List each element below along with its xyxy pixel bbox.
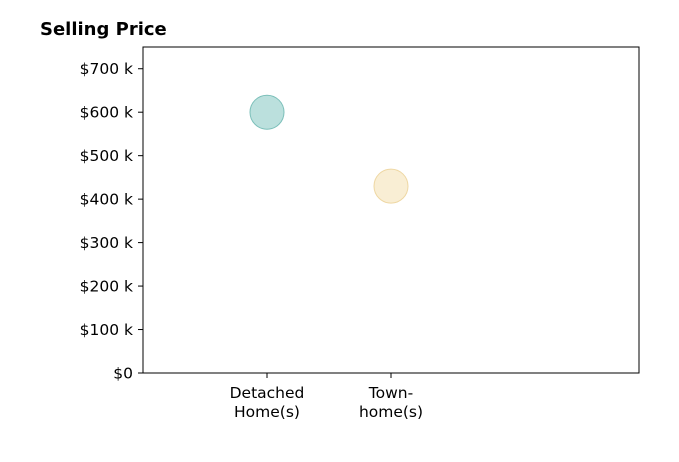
y-tick-label: $600 k [80,104,133,122]
y-tick-label: $700 k [80,60,133,78]
y-tick-label: $100 k [80,321,133,339]
x-tick-label: Town-home(s) [359,384,423,421]
y-tick-label: $200 k [80,278,133,296]
plot-area: $0 $100 k $200 k $300 k $400 k $500 k $600 k $7… [80,46,640,421]
chart-title: Selling Price [40,19,167,40]
y-tick-label: $0 [113,365,133,383]
plot-frame [142,46,640,374]
x-tick-label: Detached Home(s) [230,384,305,421]
y-tick-label: $400 k [80,191,133,209]
y-tick-label: $500 k [80,147,133,165]
data-point [249,94,285,130]
data-point [373,168,409,204]
y-tick-label: $300 k [80,234,133,252]
